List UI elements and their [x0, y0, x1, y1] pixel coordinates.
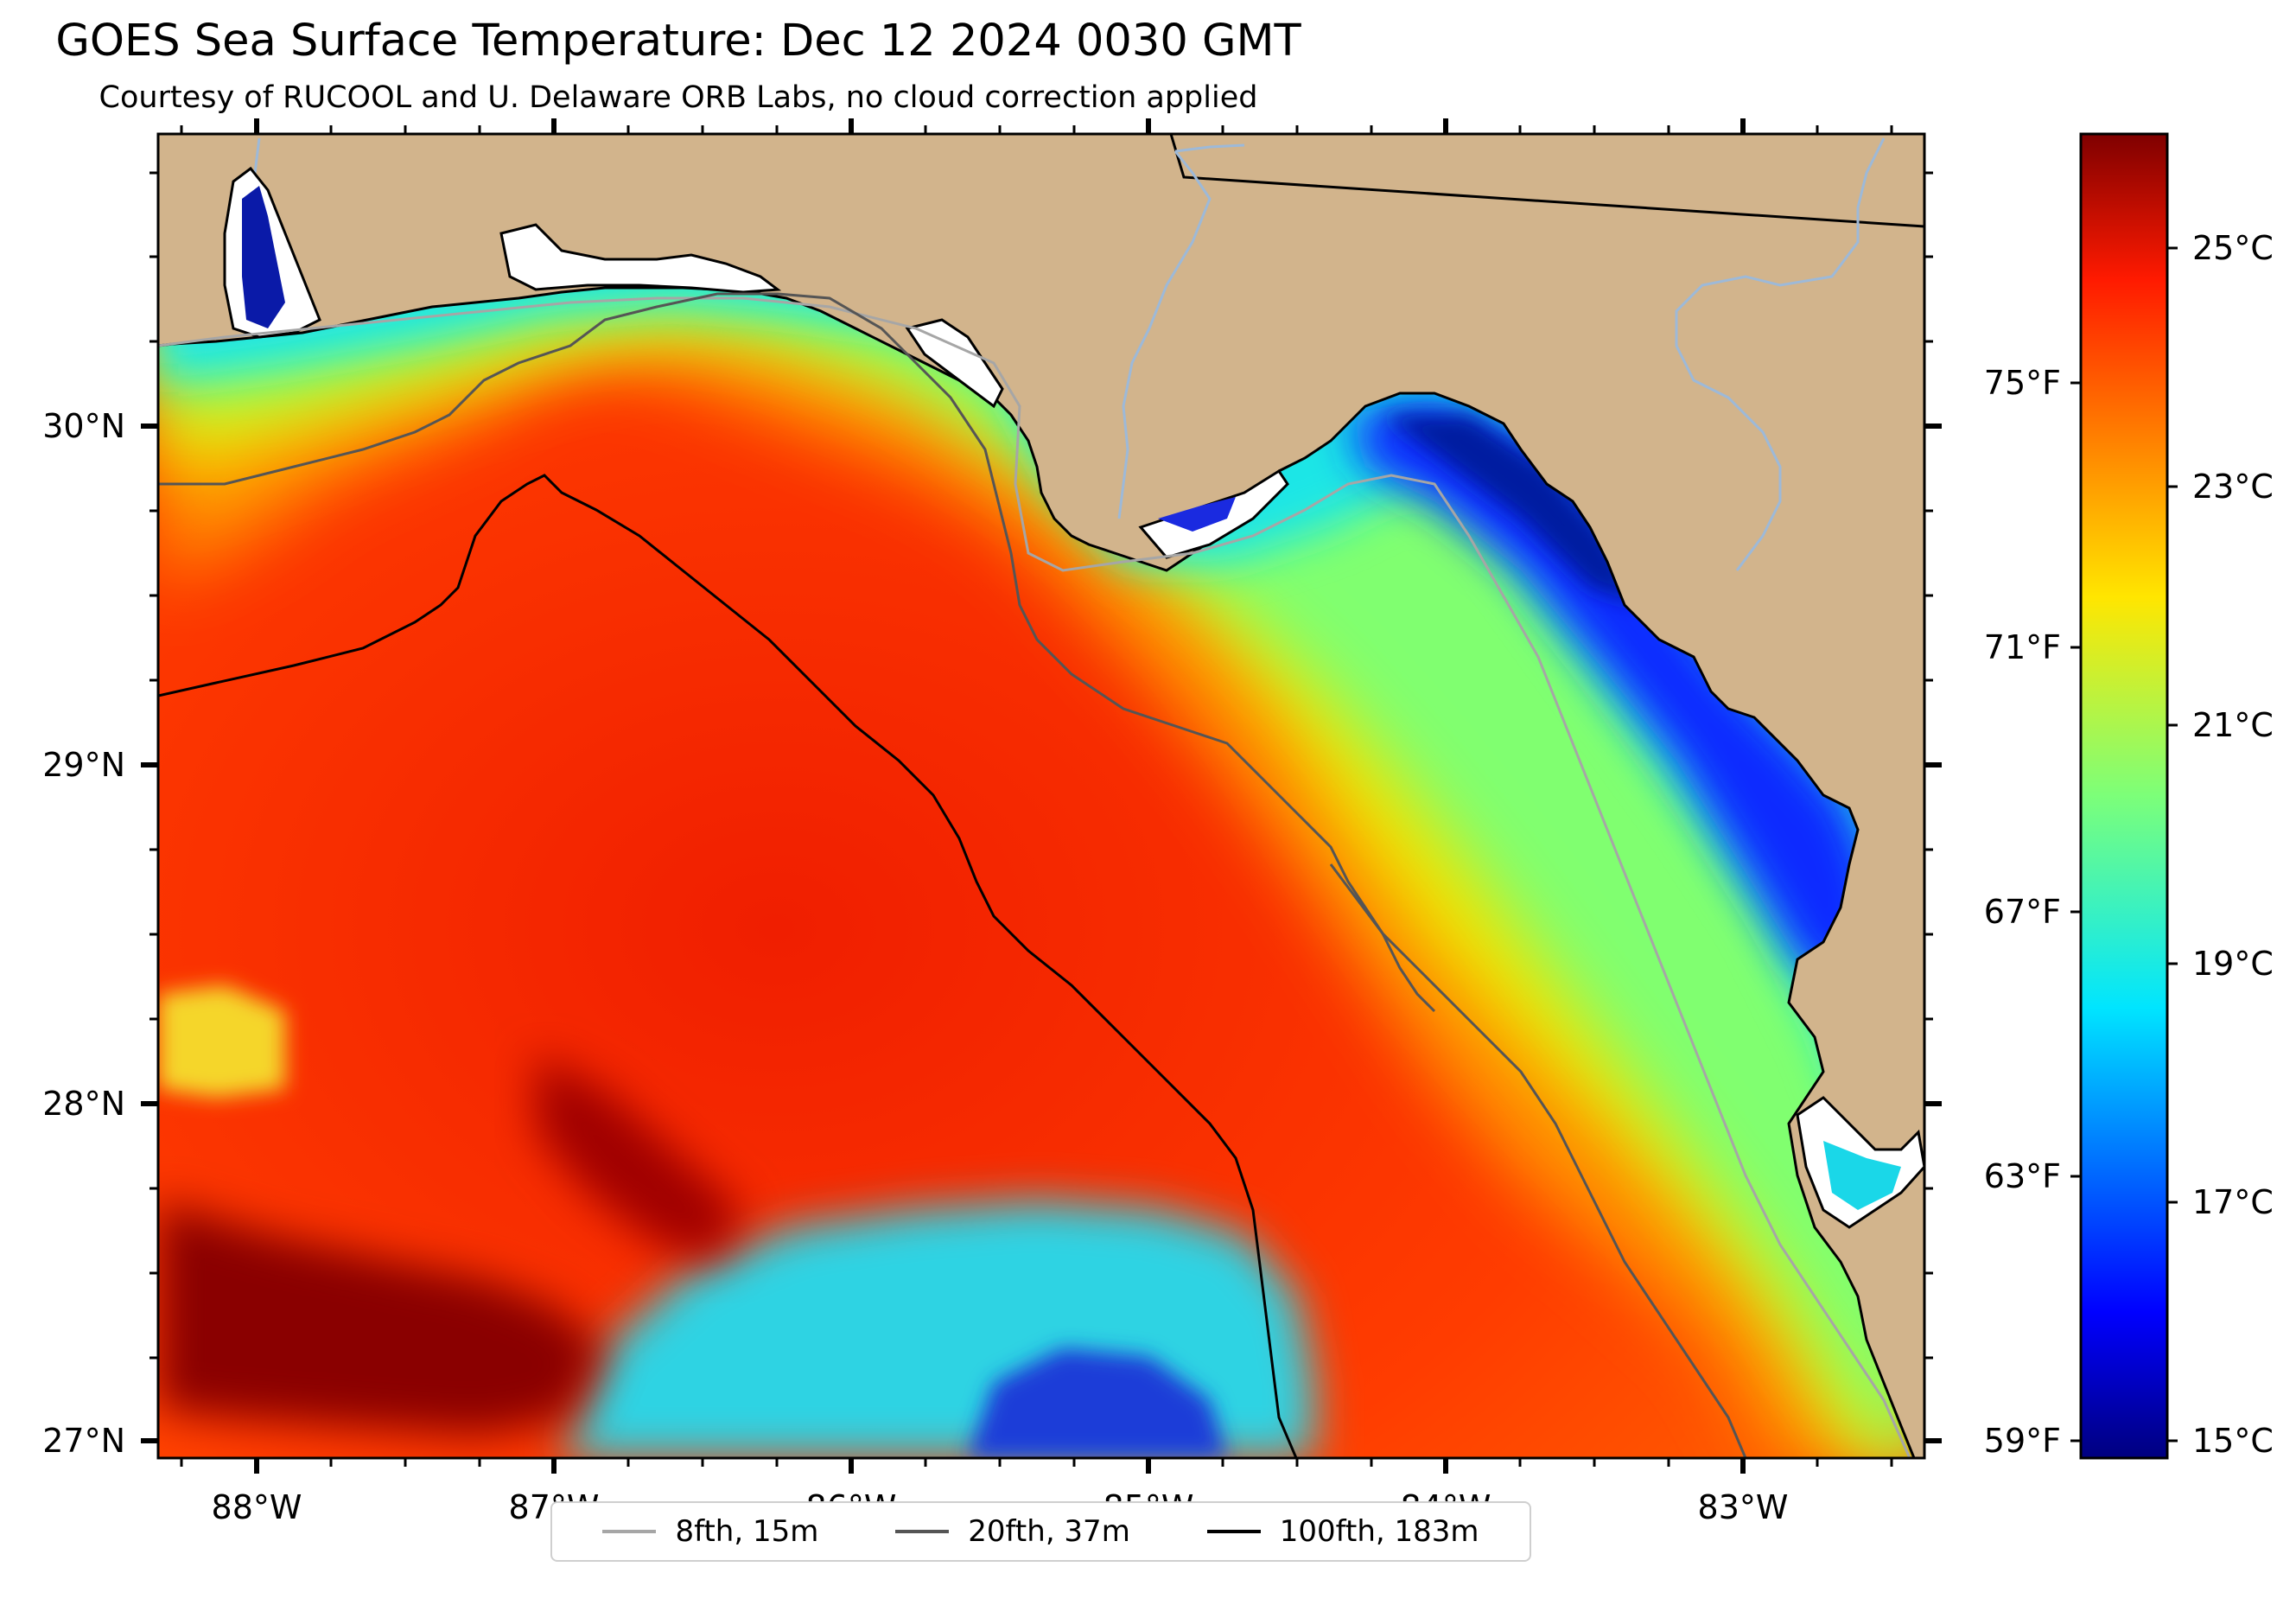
chart-subtitle: Courtesy of RUCOOL and U. Delaware ORB L… [99, 80, 1258, 115]
st-andrew-bay [905, 318, 1004, 409]
colorbar-label-23c: 23°C [2192, 468, 2274, 506]
colorbar-label-21c: 21°C [2192, 706, 2274, 744]
colorbar-label-19c: 19°C [2192, 945, 2274, 983]
lat-label-29n: 29°N [42, 746, 125, 784]
lat-label-30n: 30°N [42, 407, 125, 445]
lon-label-88w: 88°W [212, 1488, 302, 1526]
isobath-100fth [158, 474, 1298, 1458]
bigbend-cold-water [1348, 398, 1884, 1003]
legend-label-8fth: 8fth, 15m [675, 1514, 819, 1549]
pensacola-bay [499, 223, 782, 294]
colorbar-label-75f: 75°F [1984, 364, 2061, 402]
central-hot-spot [536, 1054, 743, 1262]
isobath-legend: 8fth, 15m 20fth, 37m 100fth, 183m [550, 1501, 1531, 1562]
colorbar-label-15c: 15°C [2192, 1422, 2274, 1460]
big-bend-shoal [1329, 863, 1436, 1013]
map-frame [156, 132, 1926, 1460]
legend-item-100fth: 100fth, 183m [1206, 1514, 1479, 1549]
river-apalachicola [1117, 150, 1212, 519]
lon-label-83w: 83°W [1698, 1488, 1789, 1526]
celsius-ticks [2167, 246, 2178, 1442]
apalachicola-bay-water [1158, 497, 1236, 532]
southern-cold-spots [968, 1348, 1227, 1458]
legend-item-8fth: 8fth, 15m [602, 1514, 818, 1549]
western-cool-spot [158, 985, 285, 1098]
lat-label-27n: 27°N [42, 1422, 125, 1460]
colorbar [2079, 132, 2169, 1460]
legend-swatch-100fth [1206, 1530, 1261, 1533]
state-border [1169, 134, 1924, 228]
river-suwannee [1675, 137, 1886, 571]
southwest-hot-spot [158, 1201, 605, 1435]
legend-item-20fth: 20fth, 37m [895, 1514, 1130, 1549]
legend-swatch-8fth [602, 1530, 657, 1533]
mobile-bay-water [242, 186, 285, 328]
legend-label-100fth: 100fth, 183m [1279, 1514, 1479, 1549]
major-ticks [141, 118, 1942, 1474]
lat-label-28n: 28°N [42, 1085, 125, 1123]
colorbar-label-17c: 17°C [2192, 1183, 2274, 1221]
legend-label-20fth: 20fth, 37m [968, 1514, 1130, 1549]
legend-swatch-20fth [895, 1530, 950, 1533]
fahrenheit-ticks [2070, 381, 2081, 1442]
tampa-bay-water [1823, 1141, 1901, 1210]
colorbar-label-25c: 25°C [2192, 229, 2274, 267]
colorbar-label-71f: 71°F [1984, 628, 2061, 666]
map-area [158, 134, 1924, 1458]
isobath-20fth [158, 292, 1747, 1458]
colorbar-label-63f: 63°F [1984, 1157, 2061, 1195]
chart-title: GOES Sea Surface Temperature: Dec 12 202… [55, 16, 1301, 67]
minor-ticks [149, 125, 1933, 1467]
colorbar-label-59f: 59°F [1984, 1422, 2061, 1460]
colorbar-label-67f: 67°F [1984, 893, 2061, 931]
river-lake [1174, 143, 1245, 153]
isobath-8fth [158, 296, 1911, 1458]
nearshore-coldest-water [1383, 415, 1642, 605]
